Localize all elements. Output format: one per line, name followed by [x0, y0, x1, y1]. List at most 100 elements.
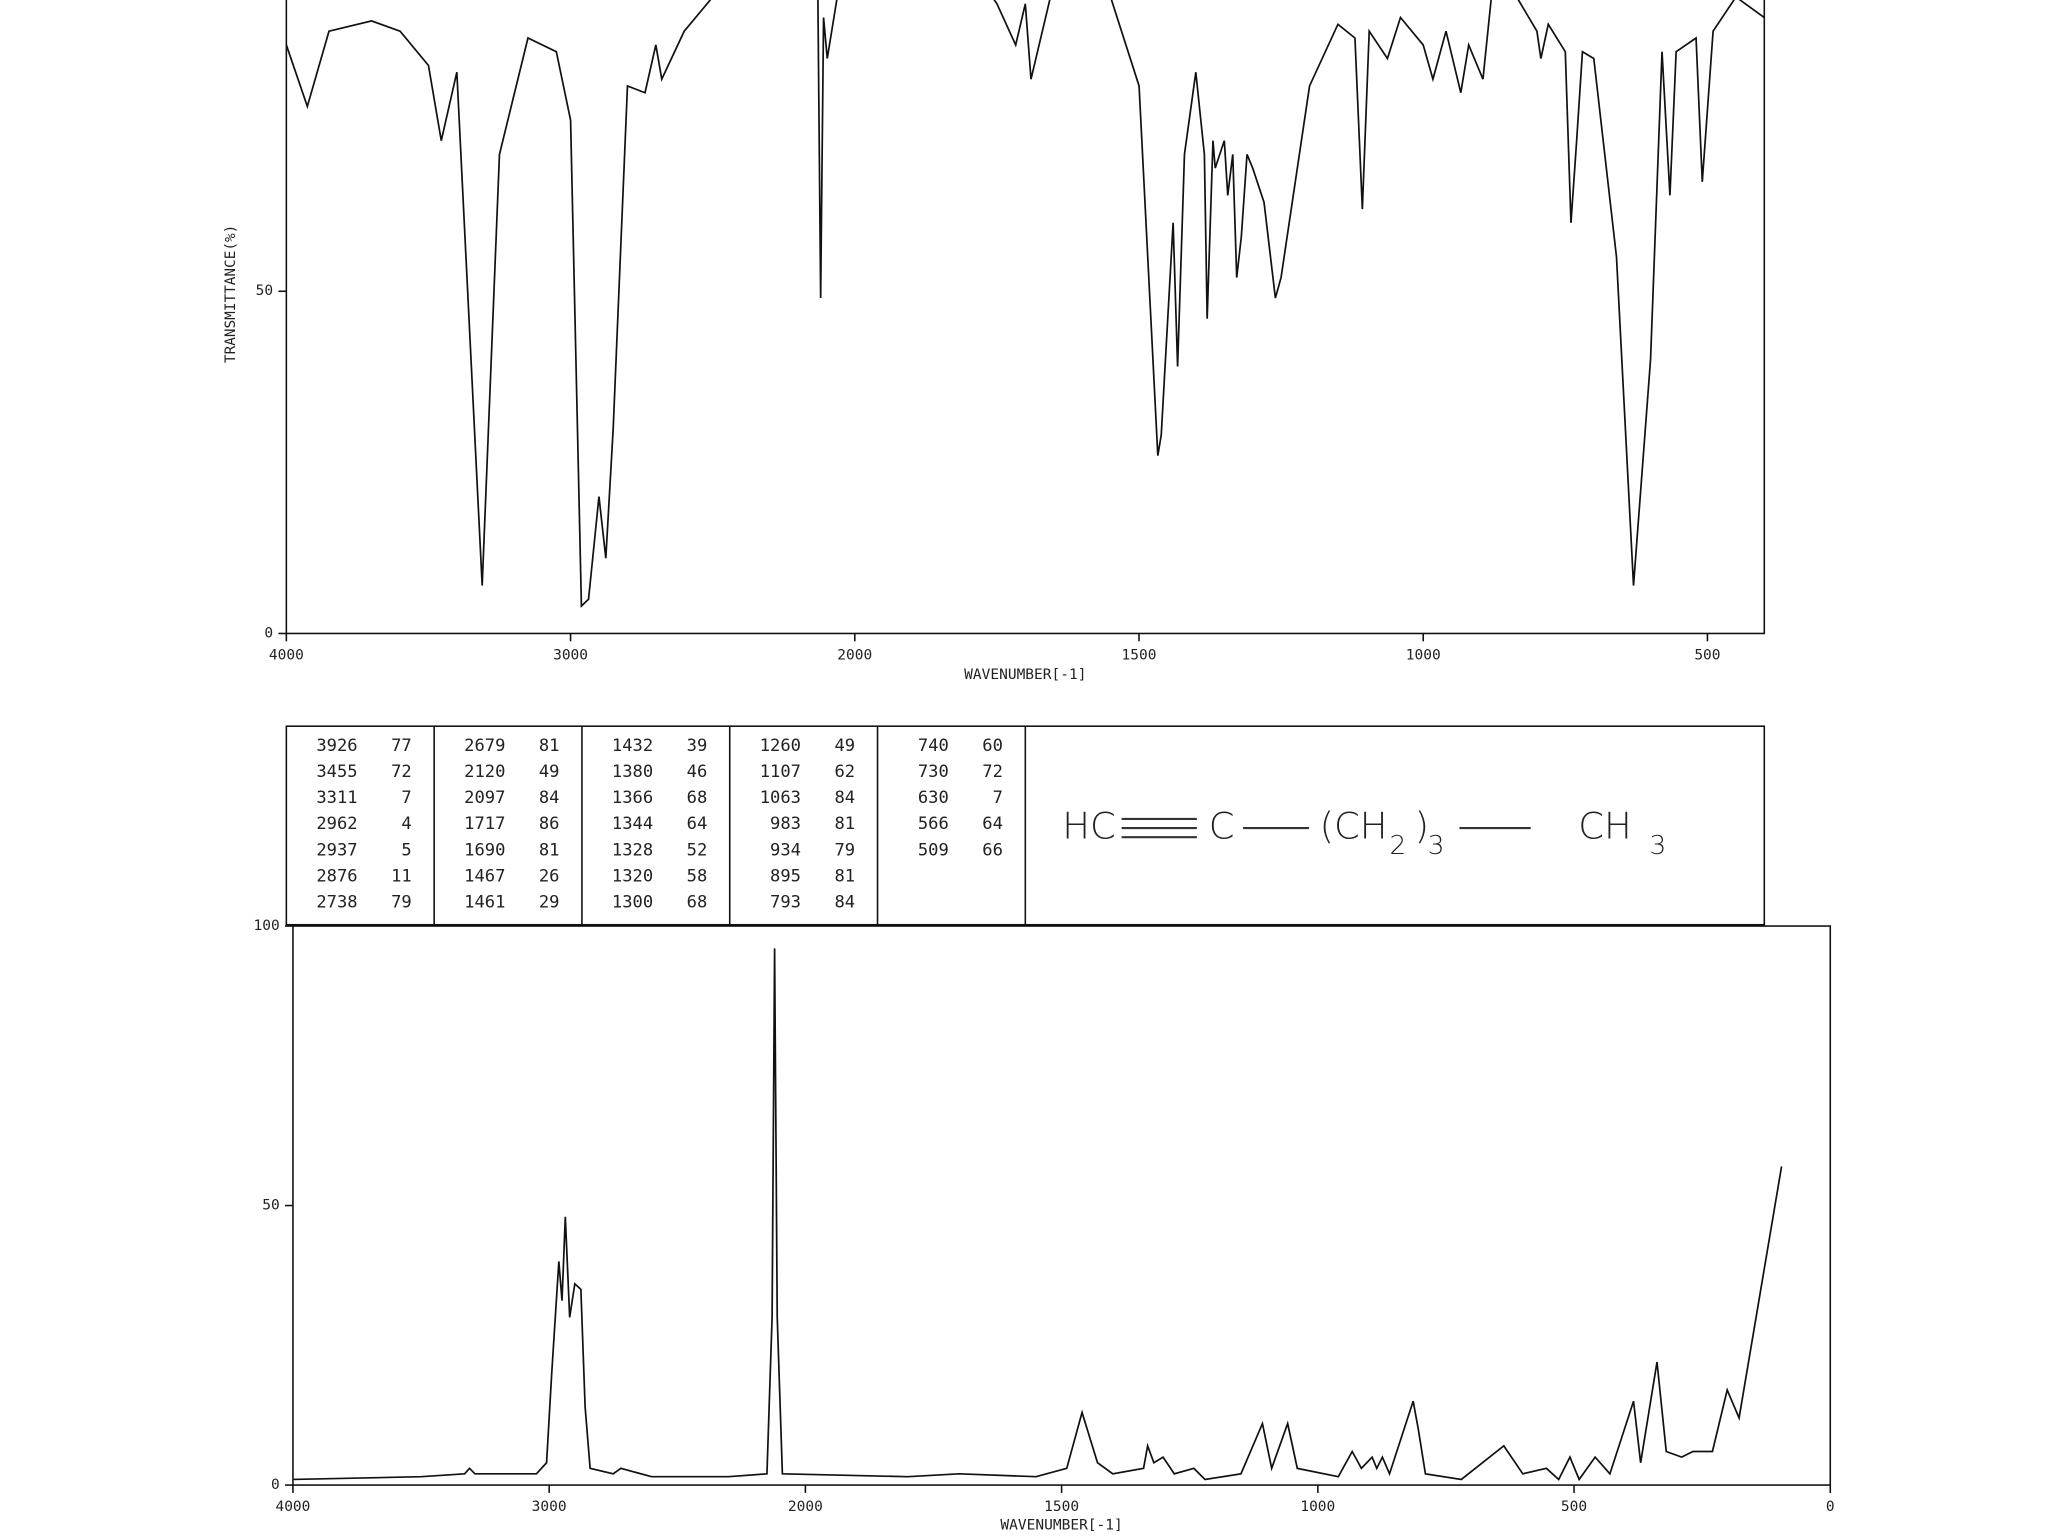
peak-transmittance: 84 — [834, 893, 855, 913]
peak-transmittance: 4 — [401, 814, 411, 834]
peak-wavenumber: 793 — [770, 893, 801, 913]
peak-wavenumber: 2937 — [316, 840, 357, 860]
peak-transmittance: 77 — [391, 736, 412, 756]
peak-wavenumber: 1366 — [612, 788, 653, 808]
peak-transmittance: 26 — [539, 866, 560, 886]
peak-wavenumber: 1467 — [464, 866, 505, 886]
peak-transmittance: 7 — [401, 788, 411, 808]
peak-wavenumber: 2120 — [464, 762, 505, 782]
structure-part: CH — [1578, 805, 1632, 848]
peak-wavenumber: 1107 — [760, 762, 801, 782]
x-tick-label: 500 — [1694, 648, 1720, 664]
peak-transmittance: 49 — [539, 762, 560, 782]
peak-wavenumber: 730 — [918, 762, 949, 782]
peak-wavenumber: 2679 — [464, 736, 505, 756]
peak-wavenumber: 3311 — [316, 788, 357, 808]
peak-wavenumber: 566 — [918, 814, 949, 834]
x-axis-label: WAVENUMBER[-1] — [964, 667, 1086, 683]
peak-wavenumber: 1432 — [612, 736, 653, 756]
peak-transmittance: 49 — [834, 736, 855, 756]
peak-transmittance: 79 — [391, 893, 412, 913]
peak-transmittance: 29 — [539, 893, 560, 913]
plot-frame — [292, 925, 1832, 1486]
peak-wavenumber: 2097 — [464, 788, 505, 808]
peak-transmittance: 64 — [687, 814, 708, 834]
peak-wavenumber: 740 — [918, 736, 949, 756]
peak-transmittance: 81 — [834, 814, 855, 834]
x-tick-label: 2000 — [788, 1499, 823, 1515]
peak-transmittance: 64 — [982, 814, 1003, 834]
peak-transmittance: 81 — [834, 866, 855, 886]
peak-wavenumber: 509 — [918, 840, 949, 860]
peak-wavenumber: 895 — [770, 866, 801, 886]
y-tick-label: 50 — [256, 283, 273, 299]
structure-sub: 3 — [1428, 831, 1445, 861]
y-tick-label: 100 — [254, 918, 280, 934]
structure: HC C (CH 2 ) 3 CH 3 — [1062, 805, 1666, 861]
x-axis-label: WAVENUMBER[-1] — [1000, 1518, 1122, 1534]
y-tick-label: 0 — [271, 1477, 280, 1493]
y-tick-label: 50 — [262, 1198, 279, 1214]
peak-wavenumber: 630 — [918, 788, 949, 808]
x-tick-label: 1000 — [1406, 648, 1441, 664]
peak-transmittance: 60 — [982, 736, 1003, 756]
peak-transmittance: 72 — [391, 762, 412, 782]
peak-wavenumber: 1260 — [760, 736, 801, 756]
peak-wavenumber: 983 — [770, 814, 801, 834]
x-tick-label: 4000 — [269, 648, 304, 664]
structure-part: C — [1209, 805, 1235, 848]
plot-frame — [285, 0, 1766, 635]
x-tick-label: 3000 — [553, 648, 588, 664]
peak-transmittance: 81 — [539, 840, 560, 860]
peak-wavenumber: 3455 — [316, 762, 357, 782]
peak-wavenumber: 1344 — [612, 814, 653, 834]
peak-transmittance: 62 — [834, 762, 855, 782]
x-tick-label: 4000 — [275, 1499, 310, 1515]
structure-sub: 3 — [1649, 831, 1666, 861]
peak-transmittance: 52 — [687, 840, 708, 860]
x-tick-label: 3000 — [532, 1499, 567, 1515]
peak-transmittance: 84 — [539, 788, 560, 808]
spectrum-line — [285, 0, 1765, 608]
peak-wavenumber: 3926 — [316, 736, 357, 756]
table-dividers — [433, 726, 1027, 925]
peak-wavenumber: 2876 — [316, 866, 357, 886]
x-tick-label: 2000 — [837, 648, 872, 664]
peak-wavenumber: 1461 — [464, 893, 505, 913]
peak-wavenumber: 1300 — [612, 893, 653, 913]
structure-part: (CH — [1320, 805, 1388, 848]
peak-transmittance: 72 — [982, 762, 1003, 782]
peak-wavenumber: 1717 — [464, 814, 505, 834]
peak-wavenumber: 1320 — [612, 866, 653, 886]
peak-wavenumber: 934 — [770, 840, 801, 860]
peak-wavenumber: 2962 — [316, 814, 357, 834]
structure-part: ) — [1415, 805, 1429, 848]
peak-transmittance: 84 — [834, 788, 855, 808]
y-tick-label: 0 — [264, 626, 273, 642]
x-tick-label: 500 — [1561, 1499, 1587, 1515]
peak-transmittance: 66 — [982, 840, 1003, 860]
peak-wavenumber: 1328 — [612, 840, 653, 860]
structure-part: HC — [1062, 805, 1116, 848]
peak-transmittance: 7 — [993, 788, 1003, 808]
peak-transmittance: 58 — [687, 866, 708, 886]
peak-transmittance: 81 — [539, 736, 560, 756]
x-tick-label: 0 — [1826, 1499, 1835, 1515]
y-axis-label: TRANSMITTANCE(%) — [223, 225, 239, 363]
peak-transmittance: 39 — [687, 736, 708, 756]
x-tick-label: 1000 — [1300, 1499, 1335, 1515]
x-tick-label: 1500 — [1044, 1499, 1079, 1515]
spectrum-line — [292, 948, 1783, 1482]
peak-transmittance: 68 — [687, 893, 708, 913]
x-tick-label: 1500 — [1122, 648, 1157, 664]
peak-transmittance: 79 — [834, 840, 855, 860]
peak-wavenumber: 1063 — [760, 788, 801, 808]
peak-wavenumber: 1690 — [464, 840, 505, 860]
peak-transmittance: 11 — [391, 866, 412, 886]
structure-sub: 2 — [1390, 831, 1407, 861]
peak-wavenumber: 2738 — [316, 893, 357, 913]
peak-transmittance: 86 — [539, 814, 560, 834]
peak-transmittance: 5 — [401, 840, 411, 860]
peak-transmittance: 68 — [687, 788, 708, 808]
peak-transmittance: 46 — [687, 762, 708, 782]
